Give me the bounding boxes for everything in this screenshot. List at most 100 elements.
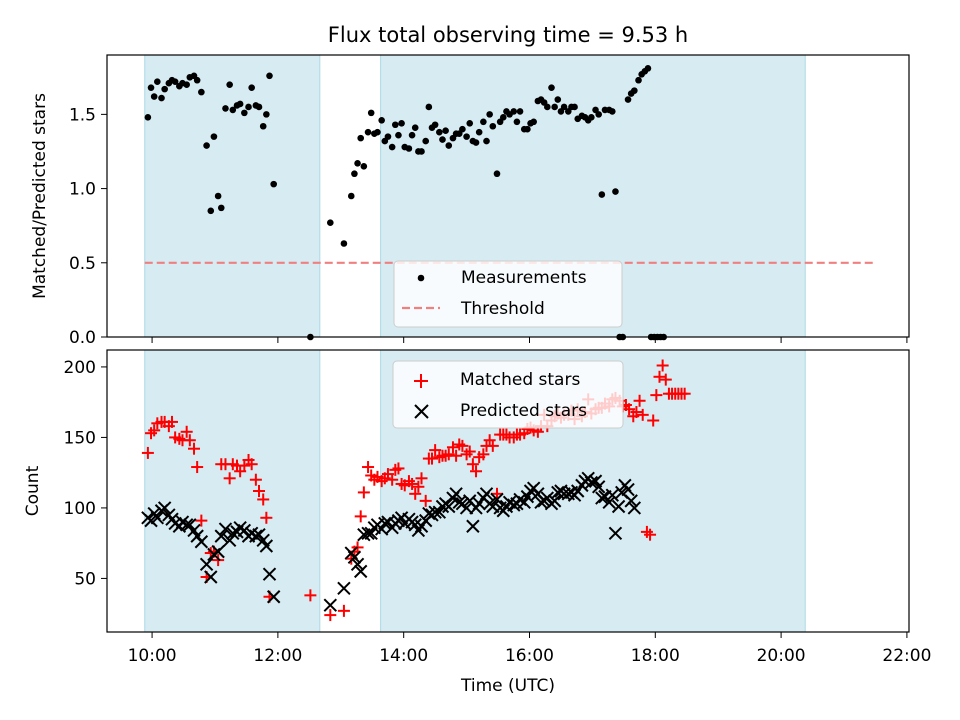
x-axis-label: Time (UTC) [460,676,555,696]
top-y-tick-label-1: 0.0 [69,328,96,348]
x-tick-label-2: 12:00 [253,646,302,666]
predicted-stars-point-122 [627,501,642,515]
predicted-stars-point-24 [226,526,240,541]
measurements-point-68 [445,142,453,149]
legend-label-measurements: Measurements [461,268,587,288]
measurements-point-6 [161,85,168,93]
measurements-point-53 [395,131,402,139]
matched-stars-point-131 [659,373,672,386]
matched-stars-point-128 [650,389,663,402]
measurements-point-99 [551,103,558,111]
measurements-point-82 [493,170,501,178]
measurements-point-38 [340,240,348,247]
predicted-stars-point-96 [540,491,555,505]
x-tick-label-4: 16:00 [505,646,554,666]
matched-stars-point-75 [470,465,483,478]
matched-stars-point-32 [257,493,270,506]
measurements-point-29 [248,84,255,91]
predicted-stars-point-33 [259,539,274,553]
measurements-point-120 [624,96,632,103]
top-panel-frame [106,54,910,338]
matched-stars-point-71 [456,439,469,452]
measurements-point-93 [530,118,537,126]
shaded-interval-1 [144,349,321,633]
legend-marker-matched-stars [414,374,428,388]
predicted-stars-point-15 [190,529,204,543]
measurements-point-24 [229,106,237,114]
matched-stars-point-69 [450,449,463,462]
matched-stars-point-33 [260,511,273,524]
matched-stars-point-1 [141,446,154,459]
matched-stars-point-59 [415,472,428,485]
measurements-point-47 [374,128,381,136]
matched-stars-point-123 [633,394,646,407]
predicted-stars-point-31 [252,528,266,542]
legend-label-predicted-stars: Predicted stars [460,401,587,421]
measurements-point-105 [571,103,578,111]
matched-stars-point-29 [245,458,258,471]
measurements-point-56 [405,145,413,152]
measurements-point-123 [635,76,642,84]
measurements-point-2 [147,84,155,91]
measurements-point-91 [524,125,531,133]
matched-stars-point-122 [630,406,643,419]
measurements-point-20 [214,192,222,200]
measurements-point-50 [384,133,392,140]
predicted-stars-point-35 [266,590,281,604]
measurements-point-126 [644,65,652,72]
measurements-point-122 [631,87,638,94]
predicted-stars-point-76 [472,496,486,511]
measurements-point-42 [357,134,365,142]
x-tick-label-3: 14:00 [379,646,428,666]
measurements-point-62 [425,103,433,111]
measurements-point-73 [463,133,470,140]
matched-stars-point-30 [249,473,262,486]
matched-stars-point-74 [466,458,479,471]
legend-label-threshold: Threshold [460,299,545,319]
predicted-stars-point-115 [605,488,620,502]
measurements-point-54 [398,119,405,127]
matched-stars-point-137 [678,387,691,400]
predicted-stars-point-117 [611,499,626,514]
measurements-point-74 [466,119,474,127]
matched-stars-point-36 [324,609,337,622]
measurements-point-5 [158,94,165,102]
matched-stars-point-63 [429,444,442,457]
measurements-point-3 [150,93,158,100]
measurements-point-80 [486,111,493,118]
measurements-point-51 [388,143,396,151]
predicted-stars-point-59 [414,519,429,533]
bottom-y-axis-label: Count [23,465,43,516]
predicted-stars-point-16 [194,535,209,549]
measurements-point-12 [183,81,190,88]
measurements-point-98 [548,84,555,91]
predicted-stars-point-67 [442,499,456,514]
x-tick-label-5: 18:00 [631,646,680,666]
measurements-point-48 [378,117,385,124]
matched-stars-point-50 [386,473,399,486]
matched-stars-point-57 [409,487,422,500]
x-tick-label-1: 10:00 [128,646,177,666]
predicted-stars-point-72 [459,501,474,515]
bot-y-tick-label-1: 50 [74,569,96,589]
measurements-point-28 [245,103,252,111]
matched-stars-point-60 [419,494,432,507]
bot-y-tick-label-4: 200 [64,358,96,378]
bottom-legend-box [392,360,624,429]
matched-stars-point-8 [165,415,178,428]
predicted-stars-point-6 [157,501,172,515]
measurements-point-31 [255,103,263,111]
matched-stars-point-77 [477,448,490,461]
matched-stars-point-120 [623,403,636,416]
matched-stars-point-13 [183,434,196,447]
measurements-point-52 [392,121,399,129]
measurements-point-34 [266,72,273,80]
matched-stars-point-20 [212,554,225,567]
measurements-point-32 [259,122,267,130]
predicted-stars-point-121 [624,494,638,508]
predicted-stars-point-92 [526,481,541,495]
top-y-tick-label-2: 0.5 [69,254,96,274]
bottom-panel-frame [106,349,910,633]
predicted-stars-point-111 [591,480,606,494]
